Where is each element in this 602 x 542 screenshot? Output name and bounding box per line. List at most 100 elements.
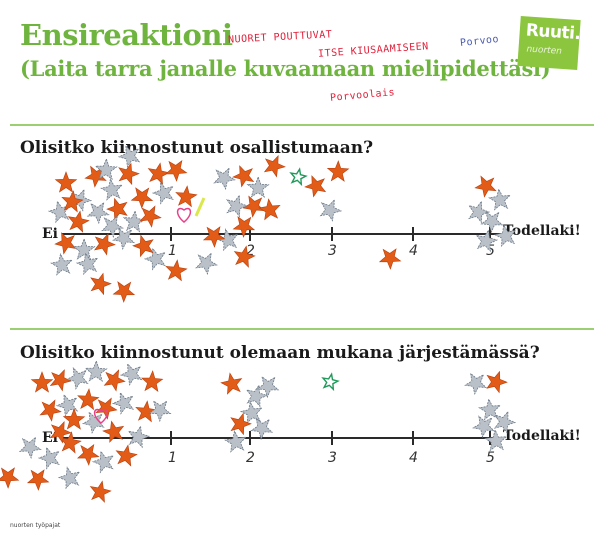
silver-star-sticker <box>127 425 151 449</box>
orange-star-sticker <box>102 420 125 443</box>
pink-heart-drawing <box>176 207 192 223</box>
orange-star-sticker <box>115 444 138 467</box>
scale-1-tick-label-1: 1 <box>168 243 177 259</box>
orange-star-sticker <box>84 165 107 188</box>
orange-star-sticker <box>141 370 164 393</box>
orange-star-sticker <box>49 369 72 392</box>
silver-star-sticker <box>112 227 136 251</box>
scale-1-tick-2 <box>249 227 251 241</box>
silver-star-sticker <box>117 144 141 168</box>
silver-star-sticker <box>250 417 274 441</box>
orange-star-sticker <box>242 195 265 218</box>
silver-star-sticker <box>72 237 96 260</box>
silver-star-sticker <box>81 411 105 434</box>
silver-star-sticker <box>148 400 172 423</box>
orange-star-sticker <box>132 234 154 258</box>
silver-star-sticker <box>94 157 118 181</box>
silver-star-sticker <box>215 228 239 252</box>
scale-2-right-label: Todellaki! <box>503 428 581 444</box>
silver-star-sticker <box>239 401 263 424</box>
orange-star-sticker <box>232 216 256 238</box>
orange-star-sticker <box>61 190 84 213</box>
silver-star-sticker <box>493 410 517 434</box>
orange-star-sticker <box>95 397 118 420</box>
orange-star-sticker <box>304 175 327 198</box>
silver-star-sticker <box>91 450 115 474</box>
scale-2-tick-3 <box>331 431 333 445</box>
scale-2-tick-label-3: 3 <box>328 450 337 466</box>
orange-star-sticker <box>54 171 78 193</box>
scale-1-right-label: Todellaki! <box>503 223 581 239</box>
silver-star-sticker <box>122 209 146 233</box>
orange-star-sticker <box>54 232 77 255</box>
silver-star-sticker <box>100 177 123 201</box>
scale-2-tick-label-2: 2 <box>246 450 255 466</box>
silver-star-sticker <box>488 187 512 211</box>
silver-star-sticker <box>245 384 269 408</box>
silver-star-sticker <box>484 428 508 452</box>
silver-star-sticker <box>50 252 73 276</box>
silver-star-sticker <box>468 200 491 224</box>
silver-star-sticker <box>319 198 343 222</box>
orange-star-sticker <box>232 165 255 188</box>
scale-1-tick-label-3: 3 <box>328 243 337 259</box>
question-2-text: Olisitko kiinnostunut olemaan mukana jär… <box>20 343 540 363</box>
silver-star-sticker <box>472 415 495 439</box>
silver-star-sticker <box>195 252 218 276</box>
silver-star-sticker <box>464 372 488 396</box>
silver-star-sticker <box>65 366 89 390</box>
silver-star-sticker <box>101 215 124 239</box>
orange-star-sticker <box>26 469 50 491</box>
orange-star-sticker <box>0 467 20 489</box>
orange-star-sticker <box>89 480 112 503</box>
orange-star-sticker <box>326 160 350 182</box>
page-subtitle: (Laita tarra janalle kuvaamaan mielipide… <box>20 56 551 81</box>
silver-star-sticker <box>84 359 108 383</box>
divider-middle <box>10 328 594 330</box>
scale-2-tick-1 <box>170 431 172 445</box>
silver-star-sticker <box>111 391 135 415</box>
orange-star-sticker <box>106 197 128 221</box>
orange-star-sticker <box>103 369 126 392</box>
silver-star-sticker <box>475 229 499 253</box>
silver-star-sticker <box>18 436 42 460</box>
orange-star-sticker <box>139 205 162 228</box>
orange-star-sticker <box>147 162 170 185</box>
scale-1-tick-label-2: 2 <box>246 243 255 259</box>
orange-star-sticker <box>474 175 497 198</box>
scale-2-tick-label-1: 1 <box>168 450 177 466</box>
green-star-drawing <box>321 372 340 392</box>
silver-star-sticker <box>151 181 174 205</box>
orange-star-sticker <box>263 155 286 178</box>
orange-star-sticker <box>165 159 188 182</box>
silver-star-sticker <box>119 362 143 386</box>
orange-star-sticker <box>77 443 100 466</box>
scale-1-line <box>62 233 504 235</box>
divider-top <box>10 124 594 126</box>
orange-star-sticker <box>49 421 72 444</box>
orange-star-sticker <box>112 281 136 303</box>
orange-star-sticker <box>258 198 281 221</box>
scale-2-line <box>62 437 504 439</box>
silver-star-sticker <box>224 429 247 453</box>
page-title: Ensireaktioni <box>20 18 233 52</box>
orange-star-sticker <box>118 162 140 186</box>
scale-1-tick-1 <box>170 227 172 241</box>
silver-star-sticker <box>55 393 79 417</box>
scale-1-tick-5 <box>489 227 491 241</box>
orange-star-sticker <box>93 233 116 256</box>
scale-1-tick-3 <box>331 227 333 241</box>
orange-star-sticker <box>233 245 256 268</box>
orange-star-sticker <box>39 399 62 422</box>
orange-star-sticker <box>230 412 252 436</box>
silver-star-sticker <box>57 466 81 490</box>
silver-star-sticker <box>37 446 60 470</box>
silver-star-sticker <box>480 210 504 234</box>
silver-star-sticker <box>226 194 249 218</box>
green-star-drawing <box>289 167 308 187</box>
orange-star-sticker <box>486 370 508 394</box>
scale-1-tick-4 <box>412 227 414 241</box>
scale-2-tick-4 <box>412 431 414 445</box>
orange-star-sticker <box>175 185 198 208</box>
